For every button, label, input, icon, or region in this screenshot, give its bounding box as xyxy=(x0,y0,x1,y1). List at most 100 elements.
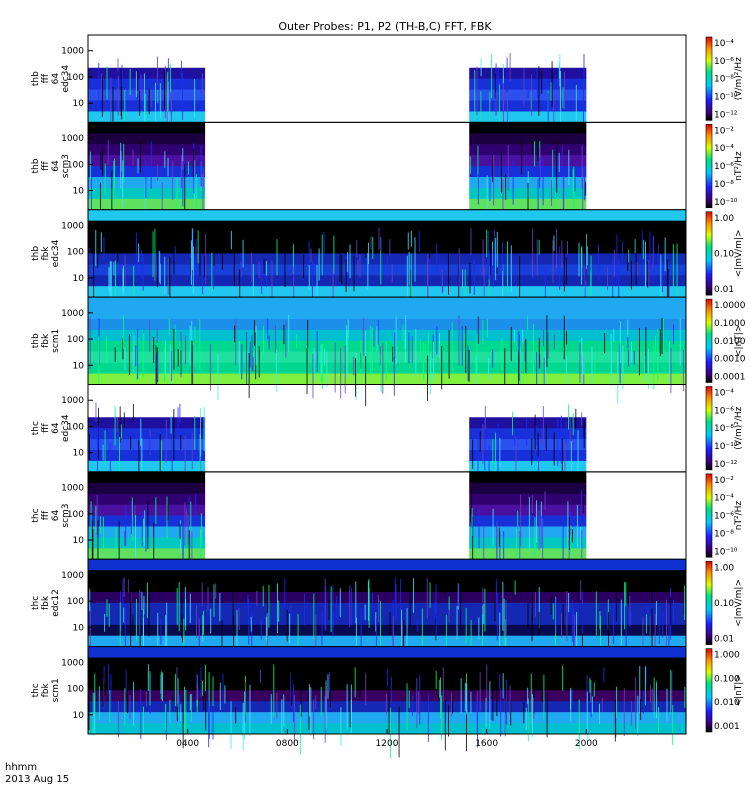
ylabel-line: thb xyxy=(31,158,41,173)
spectrogram-streak xyxy=(527,698,529,742)
spectrogram-band xyxy=(88,231,686,244)
spectrogram-streak xyxy=(203,406,205,452)
spectrogram-streak xyxy=(251,611,253,661)
spectrogram-streak xyxy=(470,508,472,523)
spectrogram-band xyxy=(88,187,206,200)
spectrogram-streak xyxy=(267,318,269,339)
spectrogram-streak xyxy=(582,496,584,514)
spectrogram-streak xyxy=(164,65,166,119)
spectrogram-streak xyxy=(582,81,584,123)
spectrogram-streak xyxy=(368,578,370,625)
spectrogram-streak xyxy=(303,254,305,279)
spectrogram-streak xyxy=(586,234,588,270)
spectrogram-band xyxy=(88,417,206,429)
spectrogram-streak xyxy=(308,691,310,730)
spectrogram-streak xyxy=(318,248,320,281)
spectrogram-band xyxy=(88,308,686,320)
spectrogram-streak xyxy=(219,593,221,622)
spectrogram-streak xyxy=(165,703,167,731)
spectrogram-streak xyxy=(571,689,573,707)
spectrogram-streak xyxy=(156,251,158,288)
spectrogram-streak xyxy=(566,331,568,345)
spectrogram-streak xyxy=(472,439,474,469)
spectrogram-streak xyxy=(323,231,325,257)
y-tick-label: 100 xyxy=(67,510,84,520)
spectrogram-streak xyxy=(101,76,103,117)
spectrogram-streak xyxy=(427,332,429,380)
colorbar-tick-label: 10⁻⁸ xyxy=(714,424,734,434)
spectrogram-streak xyxy=(419,674,421,725)
spectrogram-streak xyxy=(544,491,546,510)
colorbar-label: <|nT|> xyxy=(734,325,744,357)
spectrogram-streak xyxy=(586,674,588,705)
spectrogram-streak xyxy=(98,686,100,720)
spectrogram-streak xyxy=(339,588,341,617)
spectrogram-streak xyxy=(475,355,477,395)
spectrogram-streak xyxy=(654,613,656,647)
spectrogram-streak xyxy=(289,613,291,644)
spectrogram-streak xyxy=(664,237,666,272)
spectrogram-streak xyxy=(249,341,251,368)
spectrogram-band xyxy=(88,198,206,211)
spectrogram-streak xyxy=(363,317,365,357)
spectrogram-streak xyxy=(630,610,632,626)
spectrogram-streak xyxy=(551,180,553,206)
spectrogram-streak xyxy=(266,261,268,276)
spectrogram-streak xyxy=(371,327,373,371)
spectrogram-streak xyxy=(435,584,437,636)
spectrogram-streak xyxy=(208,706,210,739)
colorbar xyxy=(705,648,713,733)
colorbar xyxy=(705,386,713,471)
spectrogram-streak xyxy=(119,406,121,443)
spectrogram-streak xyxy=(121,87,123,120)
spectrogram-streak xyxy=(394,332,396,359)
spectrogram-streak xyxy=(136,93,138,108)
spectrogram-streak xyxy=(447,704,449,737)
spectrogram-streak xyxy=(387,257,389,278)
spectrogram-streak xyxy=(200,512,202,543)
spectrogram-streak xyxy=(655,666,657,683)
spectrogram-streak xyxy=(182,161,184,207)
spectrogram-streak xyxy=(103,665,105,682)
spectrogram-streak xyxy=(248,599,250,645)
spectrogram-streak xyxy=(106,599,108,617)
ylabel-line: edc34 xyxy=(61,65,71,93)
spectrogram-streak xyxy=(543,674,545,720)
spectrogram-streak xyxy=(393,357,395,396)
spectrogram-streak xyxy=(147,664,149,691)
spectrogram-streak xyxy=(194,160,196,200)
spectrogram-streak xyxy=(607,267,609,291)
spectrogram-band xyxy=(88,450,206,462)
spectrogram-streak xyxy=(326,352,328,387)
spectrogram-streak xyxy=(658,605,660,645)
spectrogram-band xyxy=(88,133,206,145)
ylabel-line: fff xyxy=(41,510,51,520)
spectrogram-streak xyxy=(181,592,183,638)
spectrogram-streak xyxy=(195,493,197,526)
spectrogram-streak xyxy=(390,676,392,704)
spectrogram-streak xyxy=(562,604,564,630)
spectrogram-band xyxy=(469,155,587,167)
spectrogram-streak xyxy=(502,88,504,139)
spectrogram-streak xyxy=(661,317,663,355)
spectrogram-streak xyxy=(550,82,552,101)
spectrogram-streak xyxy=(271,260,273,304)
spectrogram-streak xyxy=(408,690,410,709)
spectrogram-band xyxy=(88,635,686,648)
spectrogram-streak xyxy=(353,356,355,376)
spectrogram-streak xyxy=(589,677,591,693)
spectrogram-band xyxy=(469,395,587,407)
spectrogram-streak xyxy=(506,241,508,292)
ylabel-line: scm1 xyxy=(51,329,61,353)
spectrogram-streak xyxy=(340,347,342,399)
spectrogram-streak xyxy=(581,412,583,426)
spectrogram-streak xyxy=(578,699,580,750)
spectrogram-streak xyxy=(122,338,124,360)
spectrogram-streak xyxy=(506,57,508,93)
spectrogram-band xyxy=(469,482,587,495)
spectrogram-streak xyxy=(191,432,193,470)
spectrogram-streak xyxy=(620,321,622,364)
spectrogram-streak xyxy=(441,346,443,390)
spectrogram-streak xyxy=(122,160,124,207)
spectrogram-streak xyxy=(284,249,286,288)
